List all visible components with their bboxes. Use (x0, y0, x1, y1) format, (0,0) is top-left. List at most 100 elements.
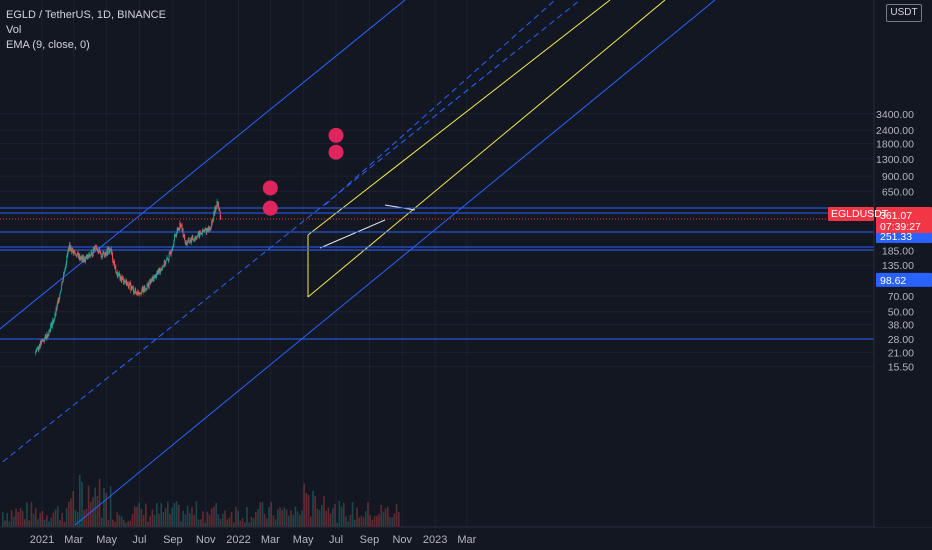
candle (123, 279, 125, 285)
channel-lower-yellow[interactable] (307, 0, 666, 298)
y-tick-label: 135.00 (882, 260, 914, 272)
volume-bar (46, 515, 48, 527)
candle (185, 240, 187, 246)
candle (81, 256, 83, 260)
target-marker[interactable] (328, 144, 344, 160)
candle (85, 254, 87, 259)
target-marker[interactable] (262, 180, 278, 196)
volume-bar (186, 505, 189, 527)
volume-bar (30, 501, 33, 527)
candle (126, 282, 128, 286)
candle (176, 232, 178, 237)
candle (168, 259, 169, 264)
volume-bar (303, 483, 305, 527)
candle (174, 233, 176, 237)
candle (50, 321, 52, 328)
candle (87, 254, 89, 261)
volume-bar (61, 513, 63, 527)
candle (100, 252, 102, 260)
volume-bar (90, 501, 92, 527)
volume-bar (180, 521, 182, 527)
candle (99, 247, 101, 253)
candle (188, 237, 189, 242)
candle (77, 251, 78, 256)
volume-bar (145, 503, 147, 527)
candle (49, 329, 50, 332)
volume-bar (246, 506, 248, 527)
volume-bar (266, 518, 268, 527)
volume-bar (241, 518, 244, 527)
symbol-price-label[interactable]: EGLDUSDT (828, 207, 889, 221)
candle (140, 293, 142, 297)
volume-bar (356, 507, 358, 527)
candle (112, 258, 114, 266)
volume-bar (349, 514, 352, 527)
volume-bar (57, 506, 59, 527)
candle (45, 333, 47, 339)
y-tick-label: 21.00 (888, 347, 914, 359)
y-tick-label: 1300.00 (876, 154, 914, 166)
axis-currency-button[interactable]: USDT (886, 4, 922, 22)
candle (114, 260, 116, 269)
candle (170, 251, 172, 257)
candle (37, 346, 39, 352)
svg-text:98.62: 98.62 (880, 275, 906, 287)
candle (70, 245, 72, 252)
candle (38, 343, 40, 349)
volume-bar (136, 506, 138, 527)
candle (52, 319, 54, 325)
y-tick-label: 900.00 (882, 171, 914, 183)
volume-bar (197, 519, 200, 527)
candle (64, 266, 66, 272)
candle (189, 240, 191, 244)
candle (105, 251, 106, 258)
volume-bar (114, 521, 116, 527)
volume-bar (213, 506, 215, 527)
vol-indicator-label[interactable]: Vol (6, 24, 22, 36)
channel-mid-blue-dashed[interactable] (0, 0, 581, 468)
svg-text:EGLDUSDT: EGLDUSDT (831, 208, 889, 220)
candle (76, 254, 78, 258)
candle (174, 233, 175, 242)
y-axis[interactable]: 3400.00 2400.00 1800.00 1300.00 900.00 650.00… (873, 0, 932, 527)
volume-bar (261, 502, 264, 527)
x-axis[interactable]: 2021 Mar May Jul Sep Nov 2022 Mar May Jul Sep Nov 20… (0, 526, 932, 550)
candle (211, 220, 213, 228)
channel-dashed-2[interactable] (324, 0, 556, 206)
candle (35, 349, 37, 353)
volume-bar (13, 516, 15, 527)
channel-lower-blue[interactable] (74, 0, 716, 526)
target-marker[interactable] (262, 200, 278, 216)
volume-bar (17, 512, 19, 527)
volume-bar (76, 511, 79, 527)
candle (203, 229, 204, 232)
symbol-title[interactable]: EGLD / TetherUS, 1D, BINANCE (6, 9, 166, 21)
candle (160, 267, 162, 272)
volume-bar (327, 507, 330, 527)
volume-bar (107, 519, 110, 527)
pennant-upper[interactable] (319, 219, 386, 249)
x-tick-label: Sep (360, 534, 380, 546)
volume-bar (206, 511, 209, 527)
ema-indicator-label[interactable]: EMA (9, close, 0) (6, 39, 90, 51)
candle (98, 246, 100, 254)
volume-bar (4, 520, 6, 527)
volume-bar (336, 522, 338, 527)
candle (146, 289, 147, 291)
volume-bar (376, 515, 378, 527)
candle (190, 237, 192, 246)
candle (147, 284, 148, 287)
candle (170, 249, 172, 257)
volume-bar (149, 516, 151, 527)
target-marker[interactable] (328, 127, 344, 143)
candle (40, 338, 42, 347)
channel-upper-yellow[interactable] (307, 0, 611, 236)
candle (71, 246, 73, 254)
candle (55, 313, 56, 318)
candle (195, 235, 197, 240)
volume-bar (8, 521, 11, 527)
price-level-tag[interactable]: 98.62 (876, 272, 932, 287)
x-tick-label: May (293, 534, 314, 546)
